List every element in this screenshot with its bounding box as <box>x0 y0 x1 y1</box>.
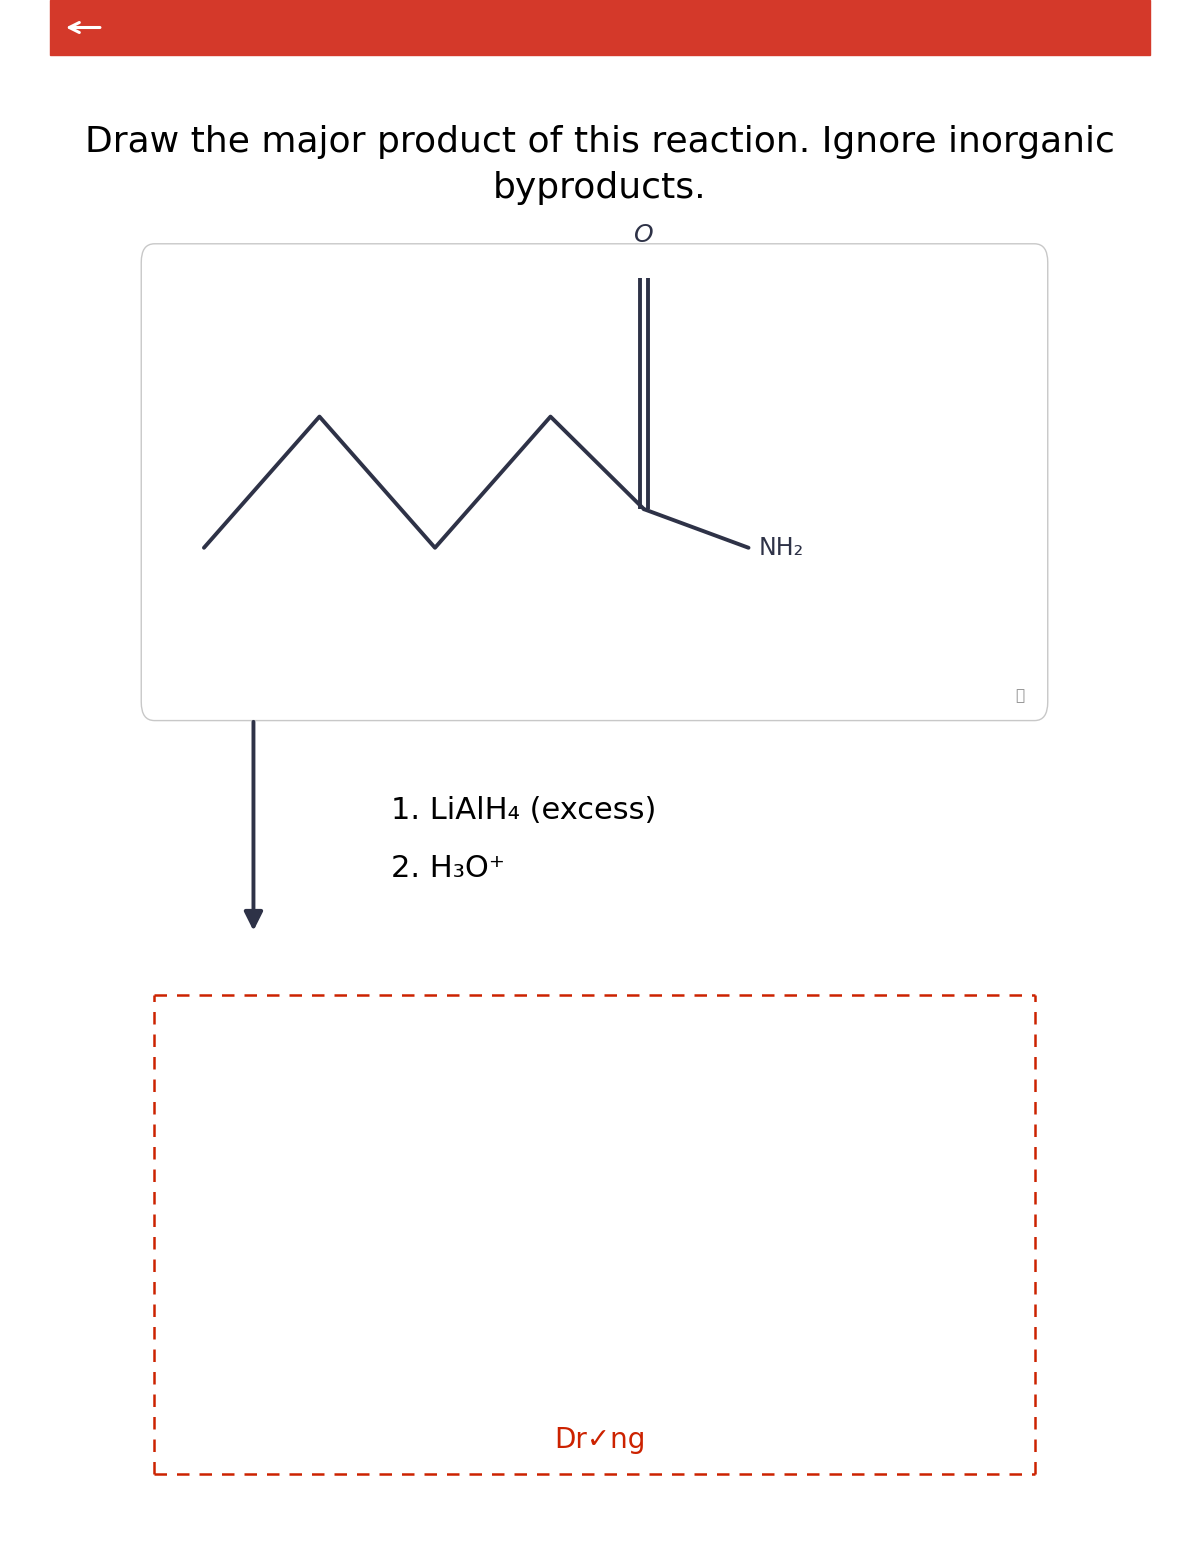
Bar <box>50 0 1150 56</box>
Text: Dr✓ng: Dr✓ng <box>554 1426 646 1454</box>
Text: Draw the major product of this reaction. Ignore inorganic: Draw the major product of this reaction.… <box>85 125 1115 159</box>
Text: byproducts.: byproducts. <box>493 171 707 205</box>
Text: NH₂: NH₂ <box>758 535 804 560</box>
Text: 1. LiAlH₄ (excess): 1. LiAlH₄ (excess) <box>391 796 656 824</box>
Text: O: O <box>634 222 654 247</box>
Text: 2. H₃O⁺: 2. H₃O⁺ <box>391 855 505 883</box>
FancyBboxPatch shape <box>142 244 1048 721</box>
Text: 🔍: 🔍 <box>1015 688 1025 704</box>
